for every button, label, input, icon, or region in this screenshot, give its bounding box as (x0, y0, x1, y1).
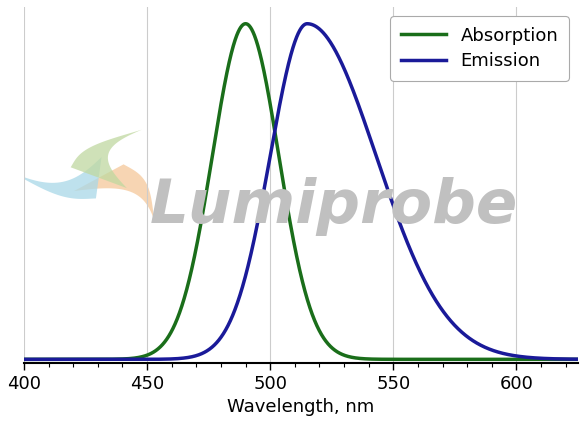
X-axis label: Wavelength, nm: Wavelength, nm (228, 398, 374, 416)
Polygon shape (71, 129, 142, 188)
Legend: Absorption, Emission: Absorption, Emission (390, 16, 569, 81)
Text: Lumiprobe: Lumiprobe (150, 177, 518, 236)
Polygon shape (74, 164, 154, 220)
Polygon shape (13, 157, 102, 199)
